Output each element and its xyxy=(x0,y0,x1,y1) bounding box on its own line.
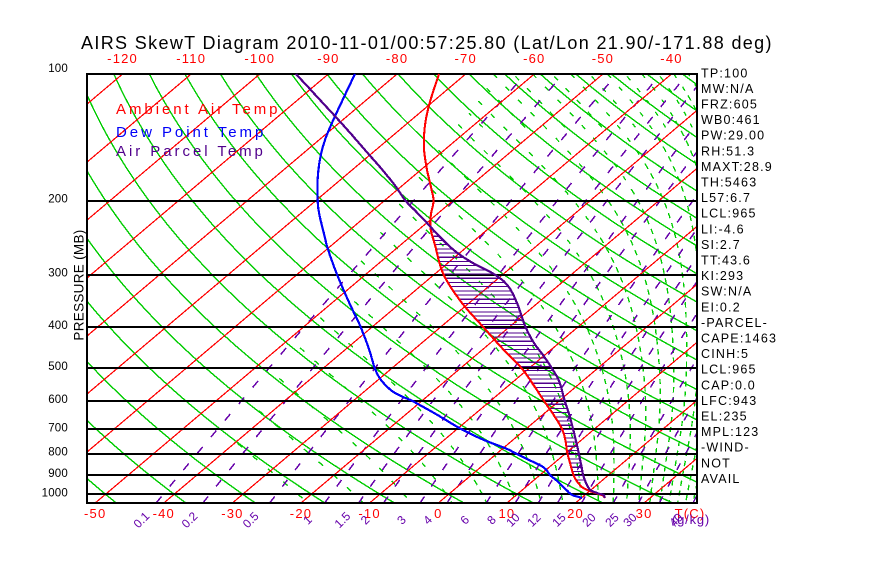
svg-text:SW:N/A: SW:N/A xyxy=(701,285,752,299)
svg-text:700: 700 xyxy=(48,422,68,434)
svg-text:20: 20 xyxy=(567,506,584,521)
svg-text:-30: -30 xyxy=(221,506,243,521)
svg-text:CINH:5: CINH:5 xyxy=(701,347,749,361)
svg-text:MPL:123: MPL:123 xyxy=(701,425,759,439)
svg-text:-50: -50 xyxy=(84,506,106,521)
svg-text:-60: -60 xyxy=(523,51,545,66)
svg-text:TH:5463: TH:5463 xyxy=(701,176,757,190)
svg-text:PW:29.00: PW:29.00 xyxy=(701,129,765,143)
svg-text:CAPE:1463: CAPE:1463 xyxy=(701,332,777,346)
svg-text:L57:6.7: L57:6.7 xyxy=(701,191,751,205)
svg-text:600: 600 xyxy=(48,394,68,406)
svg-text:MW:N/A: MW:N/A xyxy=(701,82,755,96)
svg-text:-110: -110 xyxy=(176,51,206,66)
svg-text:LI:-4.6: LI:-4.6 xyxy=(701,222,745,236)
svg-text:800: 800 xyxy=(48,447,68,459)
svg-text:LCL:965: LCL:965 xyxy=(701,207,757,221)
svg-text:LCL:965: LCL:965 xyxy=(701,363,757,377)
svg-text:1000: 1000 xyxy=(42,487,68,499)
svg-text:100: 100 xyxy=(48,63,68,75)
svg-text:-10: -10 xyxy=(358,506,380,521)
svg-text:(g/kg): (g/kg) xyxy=(672,512,710,527)
svg-text:-20: -20 xyxy=(290,506,312,521)
svg-text:-40: -40 xyxy=(153,506,175,521)
svg-text:CAP:0.0: CAP:0.0 xyxy=(701,378,756,392)
svg-text:PRESSURE (MB): PRESSURE (MB) xyxy=(72,229,87,340)
svg-text:TT:43.6: TT:43.6 xyxy=(701,254,751,268)
svg-text:-120: -120 xyxy=(107,51,138,66)
svg-text:Ambient Air Temp: Ambient Air Temp xyxy=(116,101,280,118)
svg-text:KI:293: KI:293 xyxy=(701,269,744,283)
svg-text:FRZ:605: FRZ:605 xyxy=(701,98,758,112)
svg-text:30: 30 xyxy=(636,506,653,521)
svg-text:-PARCEL-: -PARCEL- xyxy=(701,316,768,330)
svg-text:-100: -100 xyxy=(244,51,275,66)
svg-text:200: 200 xyxy=(48,194,68,206)
svg-text:-40: -40 xyxy=(660,51,682,66)
svg-text:900: 900 xyxy=(48,468,68,480)
svg-text:AVAIL: AVAIL xyxy=(701,472,741,486)
svg-text:300: 300 xyxy=(48,268,68,280)
svg-text:-WIND-: -WIND- xyxy=(701,441,750,455)
svg-text:RH:51.3: RH:51.3 xyxy=(701,144,755,158)
svg-text:-50: -50 xyxy=(592,51,614,66)
svg-text:SI:2.7: SI:2.7 xyxy=(701,238,741,252)
svg-text:-80: -80 xyxy=(386,51,408,66)
svg-text:10: 10 xyxy=(498,506,515,521)
svg-text:400: 400 xyxy=(48,320,68,332)
svg-text:T(C): T(C) xyxy=(675,506,706,521)
svg-text:EL:235: EL:235 xyxy=(701,410,748,424)
svg-text:TP:100: TP:100 xyxy=(701,66,749,80)
svg-text:LFC:943: LFC:943 xyxy=(701,394,757,408)
svg-text:Air Parcel Temp: Air Parcel Temp xyxy=(116,143,266,160)
svg-text:0: 0 xyxy=(434,506,442,521)
svg-text:MAXT:28.9: MAXT:28.9 xyxy=(701,160,773,174)
svg-text:Dew Point Temp: Dew Point Temp xyxy=(116,124,266,141)
svg-text:-90: -90 xyxy=(317,51,339,66)
svg-text:EI:0.2: EI:0.2 xyxy=(701,300,741,314)
svg-text:-70: -70 xyxy=(455,51,477,66)
svg-text:AIRS SkewT Diagram 2010-11-01/: AIRS SkewT Diagram 2010-11-01/00:57:25.8… xyxy=(81,33,773,53)
svg-text:WB0:461: WB0:461 xyxy=(701,113,761,127)
svg-text:500: 500 xyxy=(48,361,68,373)
svg-text:NOT: NOT xyxy=(701,456,731,470)
